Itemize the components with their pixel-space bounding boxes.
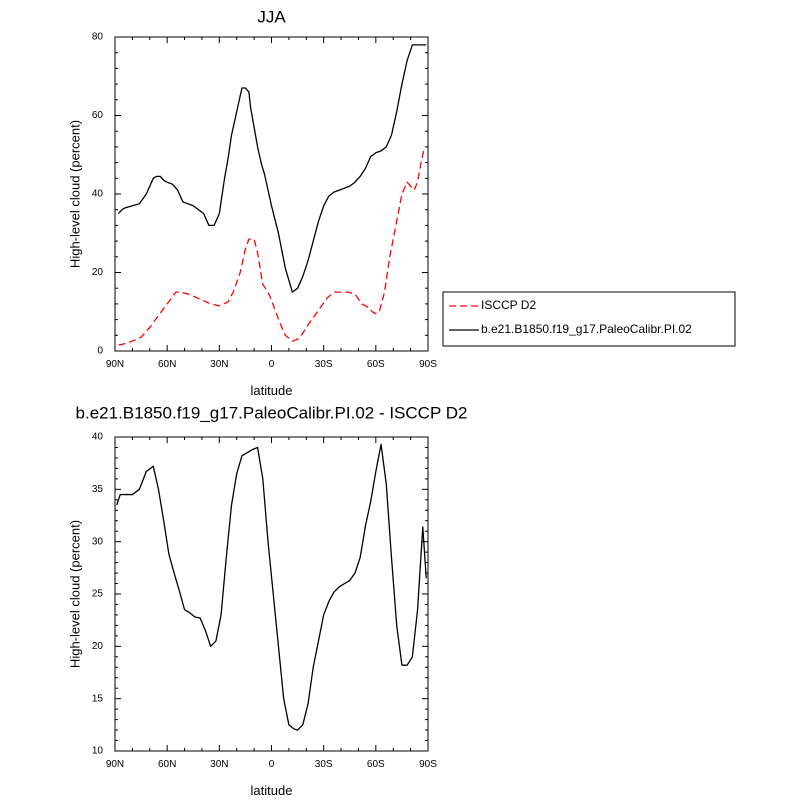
legend-entry-label: ISCCP D2: [481, 298, 536, 312]
chart-title: b.e21.B1850.f19_g17.PaleoCalibr.PI.02 - …: [76, 403, 468, 422]
y-axis-label: High-level cloud (percent): [67, 520, 82, 668]
y-tick-label: 60: [92, 110, 104, 121]
top-chart-jja: JJA 90N 60N 30N 0 30S 60S 90S 0 20 40 60 80 latitude H…: [67, 7, 736, 398]
y-tick-label: 0: [97, 346, 103, 357]
x-axis-label: latitude: [251, 383, 293, 398]
x-tick-label: 60N: [158, 359, 176, 370]
x-tick-label: 30S: [315, 359, 333, 370]
x-tick-label: 60N: [158, 759, 176, 770]
y-tick-label: 30: [92, 536, 104, 547]
legend: ISCCP D2 b.e21.B1850.f19_g17.PaleoCalibr.…: [442, 291, 736, 347]
series-line-1: [117, 44, 427, 293]
x-tick-label: 60S: [367, 759, 385, 770]
x-tick-label: 60S: [367, 359, 385, 370]
y-tick-label: 10: [92, 746, 104, 757]
y-tick-label: 20: [92, 267, 104, 278]
x-tick-label: 90S: [419, 759, 437, 770]
y-tick-label: 40: [92, 189, 104, 200]
y-tick-label: 40: [92, 432, 104, 443]
x-tick-label: 90N: [106, 759, 124, 770]
y-tick-label: 35: [92, 484, 104, 495]
bottom-chart-difference: b.e21.B1850.f19_g17.PaleoCalibr.PI.02 - …: [67, 403, 467, 798]
x-tick-label: 0: [269, 759, 275, 770]
y-tick-label: 25: [92, 589, 104, 600]
x-tick-label: 30S: [315, 759, 333, 770]
x-tick-label: 90S: [419, 359, 437, 370]
legend-box: [442, 291, 736, 347]
plot-frame: [114, 436, 429, 752]
y-tick-label: 20: [92, 641, 104, 652]
series-line-0: [118, 146, 426, 346]
x-tick-label: 30N: [210, 759, 228, 770]
series-line-0: [116, 443, 427, 731]
y-tick-label: 15: [92, 693, 104, 704]
x-tick-label: 30N: [210, 359, 228, 370]
legend-entry-label: b.e21.B1850.f19_g17.PaleoCalibr.PI.02: [481, 322, 692, 336]
x-axis-label: latitude: [251, 783, 293, 798]
y-tick-label: 80: [92, 32, 104, 43]
y-axis-label: High-level cloud (percent): [67, 120, 82, 268]
plot-frame: [114, 36, 429, 352]
x-tick-label: 90N: [106, 359, 124, 370]
chart-title: JJA: [257, 7, 286, 26]
x-tick-label: 0: [269, 359, 275, 370]
